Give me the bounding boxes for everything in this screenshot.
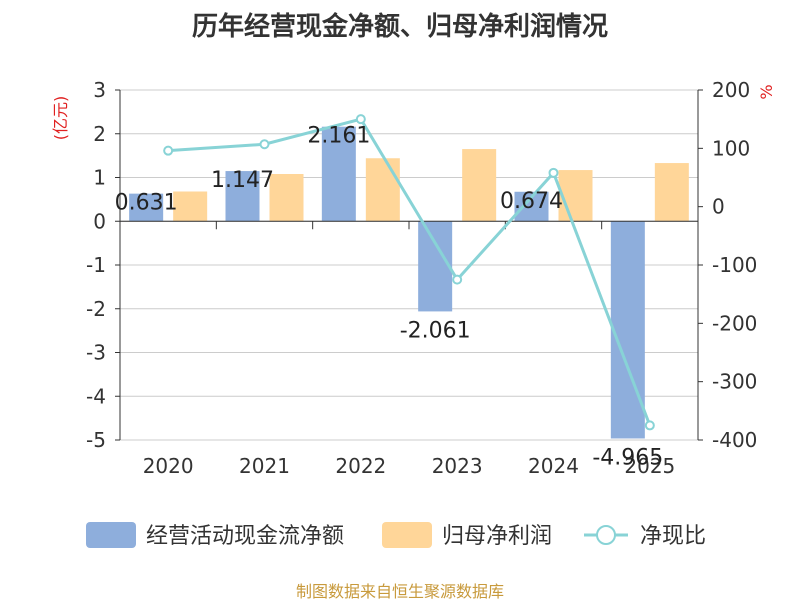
bar-profit xyxy=(173,191,208,222)
bar-profit xyxy=(654,163,689,222)
x-tick-label: 2023 xyxy=(432,454,483,478)
right-tick-label: 100 xyxy=(712,136,750,160)
source-note: 制图数据来自恒生聚源数据库 xyxy=(295,582,504,601)
left-tick-label: -5 xyxy=(86,428,106,452)
legend-swatch xyxy=(382,522,432,548)
right-tick-label: -300 xyxy=(712,370,757,394)
bar-profit xyxy=(462,149,497,222)
x-tick-label: 2024 xyxy=(528,454,579,478)
right-tick-label: -200 xyxy=(712,311,757,335)
bar-data-label: 0.674 xyxy=(500,189,563,214)
bar-cashflow xyxy=(418,221,453,312)
right-tick-label: 200 xyxy=(712,78,750,102)
line-point xyxy=(355,114,366,125)
bar-profit xyxy=(558,170,593,222)
chart-title: 历年经营现金净额、归母净利润情况 xyxy=(191,12,608,42)
x-tick-label: 2022 xyxy=(335,454,386,478)
right-tick-label: -100 xyxy=(712,253,757,277)
bar-data-label: -4.965 xyxy=(592,445,663,470)
bar-cashflow xyxy=(225,171,260,222)
left-tick-label: -1 xyxy=(86,253,106,277)
bar-cashflow xyxy=(129,193,164,222)
left-tick-label: -2 xyxy=(86,297,106,321)
bar-data-label: 0.631 xyxy=(115,191,178,216)
line-point xyxy=(259,139,270,150)
x-tick-label: 2021 xyxy=(239,454,290,478)
line-point xyxy=(644,420,655,431)
legend-label: 净现比 xyxy=(640,524,706,549)
left-axis-title: (亿元) xyxy=(51,96,70,141)
line-point xyxy=(548,167,559,178)
bar-profit xyxy=(365,158,400,222)
bar-data-label: 2.161 xyxy=(307,124,370,149)
right-tick-label: 0 xyxy=(712,195,725,219)
line-point xyxy=(163,145,174,156)
bar-profit xyxy=(269,174,304,222)
bar-cashflow xyxy=(321,126,356,222)
legend-swatch xyxy=(86,522,136,548)
left-tick-label: 1 xyxy=(93,166,106,190)
x-tick-label: 2020 xyxy=(143,454,194,478)
left-tick-label: 3 xyxy=(93,78,106,102)
right-tick-label: -400 xyxy=(712,428,757,452)
bar-data-label: 1.147 xyxy=(211,168,274,193)
legend-label: 归母净利润 xyxy=(442,524,552,549)
left-tick-label: -4 xyxy=(86,384,106,408)
legend-label: 经营活动现金流净额 xyxy=(146,524,344,549)
left-tick-label: 0 xyxy=(93,209,106,233)
legend-marker xyxy=(596,525,616,545)
line-point xyxy=(452,274,463,285)
right-axis-title: % xyxy=(757,84,776,99)
left-tick-label: -3 xyxy=(86,341,106,365)
left-tick-label: 2 xyxy=(93,122,106,146)
bar-cashflow xyxy=(610,221,645,439)
x-tick-label: 2025 xyxy=(624,454,675,478)
bar-data-label: -2.061 xyxy=(400,318,471,343)
line-net-cash-ratio xyxy=(168,117,652,426)
